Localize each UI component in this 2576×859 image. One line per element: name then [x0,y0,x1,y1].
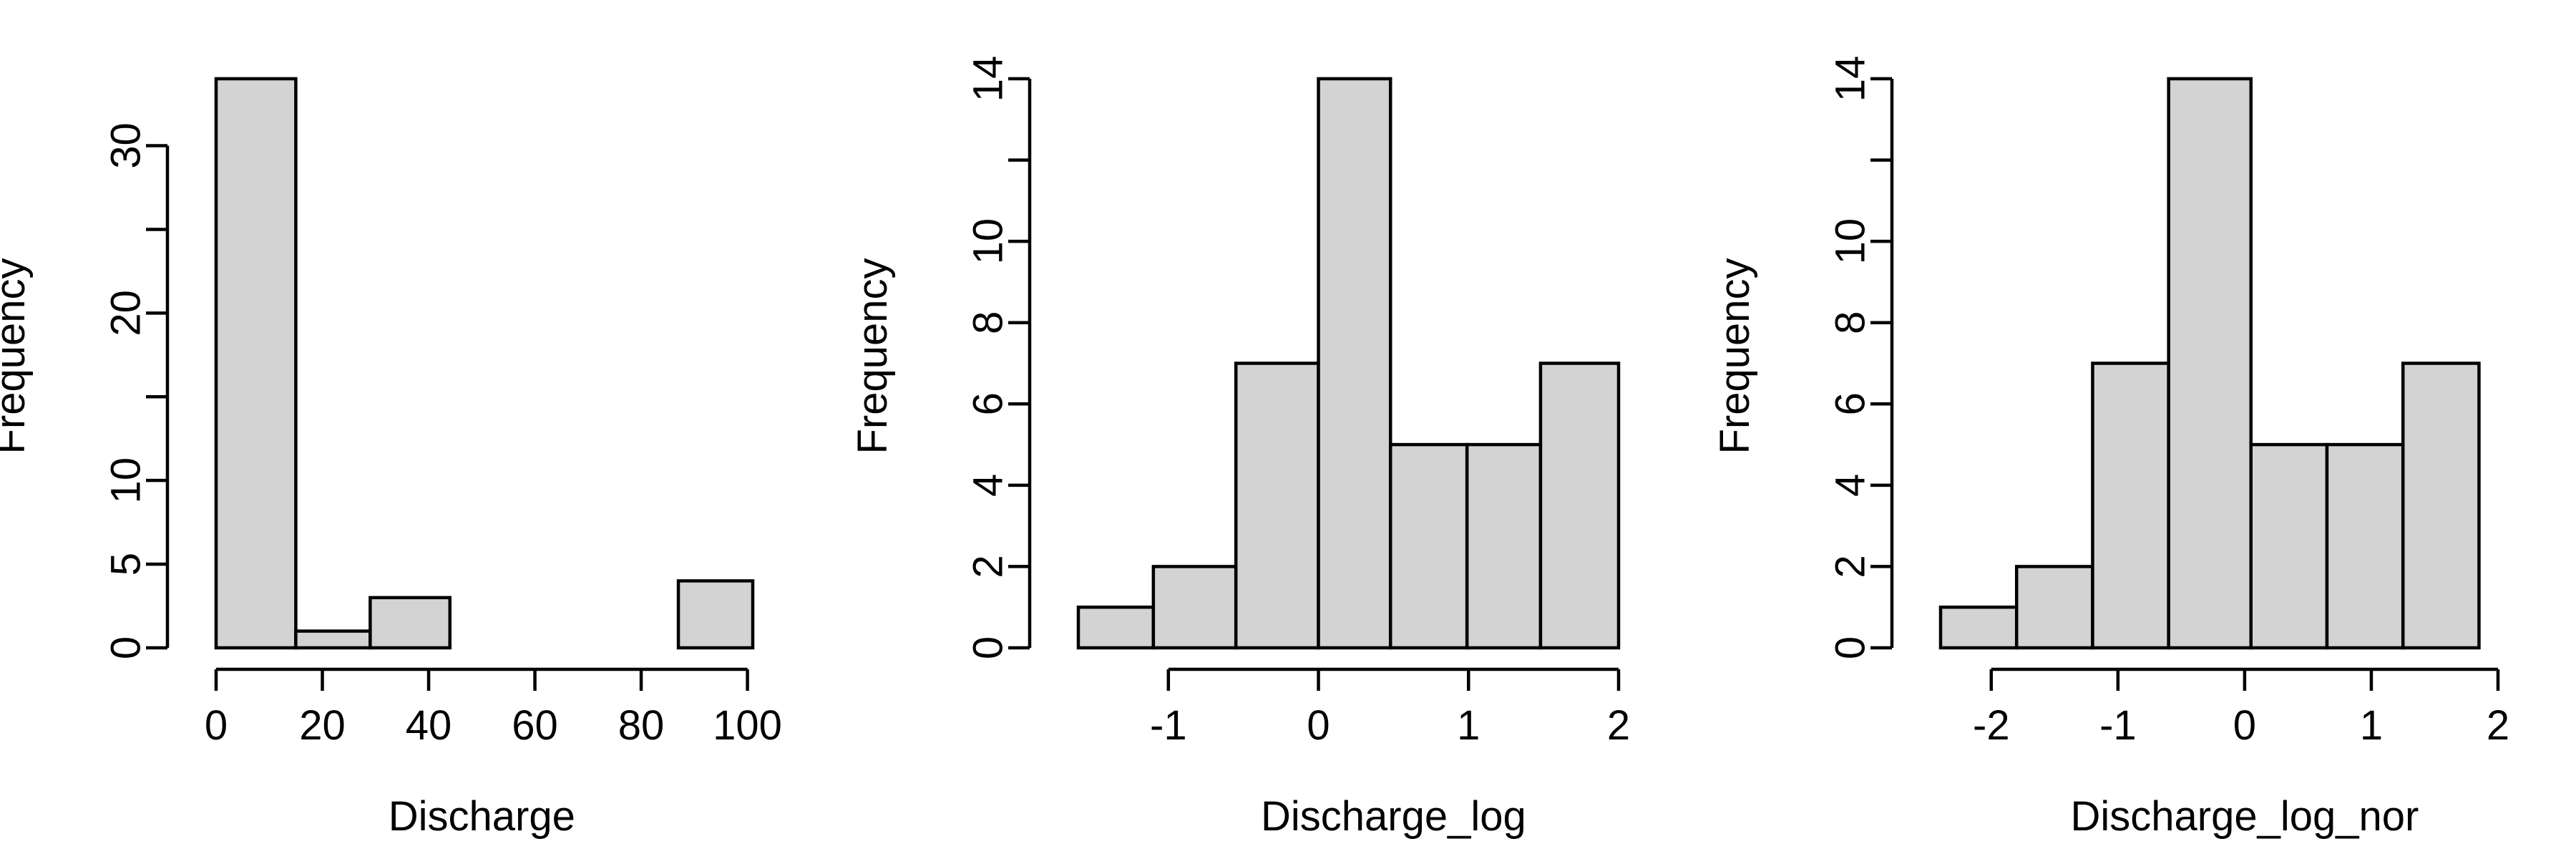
y-tick-label: 20 [103,290,150,336]
y-tick-label: 30 [103,122,150,169]
histogram-bar [2091,361,2170,650]
histogram-bar [1388,442,1469,650]
y-tick-label: 4 [965,474,1012,497]
histogram-panel-1: 0 20 40 60 80 100 0 5 10 20 30 Discharge Frequency [0,77,782,840]
y-tick-label: 2 [1828,555,1874,578]
x-tick-label: -2 [1973,702,2010,749]
y-tick-label: 10 [1828,218,1874,265]
histogram-bar [294,629,372,650]
histogram-bar [214,77,298,650]
y-tick-label: 14 [1828,56,1874,102]
y-tick-label: 8 [965,311,1012,334]
histogram-panel-3: -2 -1 0 1 2 0 2 4 6 8 10 14 Discharge_log_nor Frequen… [1712,56,2509,840]
x-tick-label: 20 [299,702,346,749]
y-tick-label: 10 [103,457,150,504]
x-tick-label: 0 [205,702,228,749]
x-tick-label: 60 [512,702,558,749]
y-tick-label: 4 [1828,474,1874,497]
y-axis-title: Frequency [0,258,34,454]
x-tick-label: 0 [2233,702,2256,749]
x-axis-title: Discharge_log [1261,793,1526,840]
x-tick-label: 1 [2360,702,2383,749]
histogram-bar [2167,77,2253,650]
histogram-bar [676,579,755,650]
histogram-bar [1076,605,1156,650]
histogram-bar [1465,442,1543,650]
histogram-bar [2325,442,2405,650]
y-axis-title: Frequency [1712,258,1758,454]
histogram-bar [1317,77,1392,650]
x-tick-label: 2 [2487,702,2509,749]
histogram-bar [369,596,452,650]
x-tick-label: 2 [1607,702,1630,749]
x-tick-label: 80 [618,702,665,749]
x-tick-label: -1 [1150,702,1187,749]
x-tick-label: 0 [1307,702,1330,749]
x-tick-label: 100 [713,702,782,749]
histogram-bar [1538,361,1621,650]
y-tick-label: 2 [965,555,1012,578]
x-tick-label: 1 [1457,702,1480,749]
histogram-bar [2401,361,2481,650]
histogram-bar [1938,605,2019,650]
y-axis-title: Frequency [849,258,896,454]
y-tick-label: 0 [1828,636,1874,659]
y-tick-label: 0 [965,636,1012,659]
y-tick-label: 6 [965,392,1012,415]
x-tick-label: -1 [2099,702,2137,749]
histogram-panel-2: -1 0 1 2 0 2 4 6 8 10 14 Discharge_log Frequency [849,56,1630,840]
x-tick-label: 40 [406,702,452,749]
histogram-bar [1151,565,1238,650]
histogram-bar [2249,442,2329,650]
y-tick-label: 6 [1828,392,1874,415]
histogram-bar [1234,361,1320,650]
y-tick-label: 8 [1828,311,1874,334]
y-tick-label: 0 [103,636,150,659]
y-tick-label: 14 [965,56,1012,102]
x-axis-title: Discharge [389,793,575,840]
y-tick-label: 10 [965,218,1012,265]
y-tick-label: 5 [103,553,150,576]
x-axis-title: Discharge_log_nor [2070,793,2419,840]
histogram-bar [2014,565,2094,650]
